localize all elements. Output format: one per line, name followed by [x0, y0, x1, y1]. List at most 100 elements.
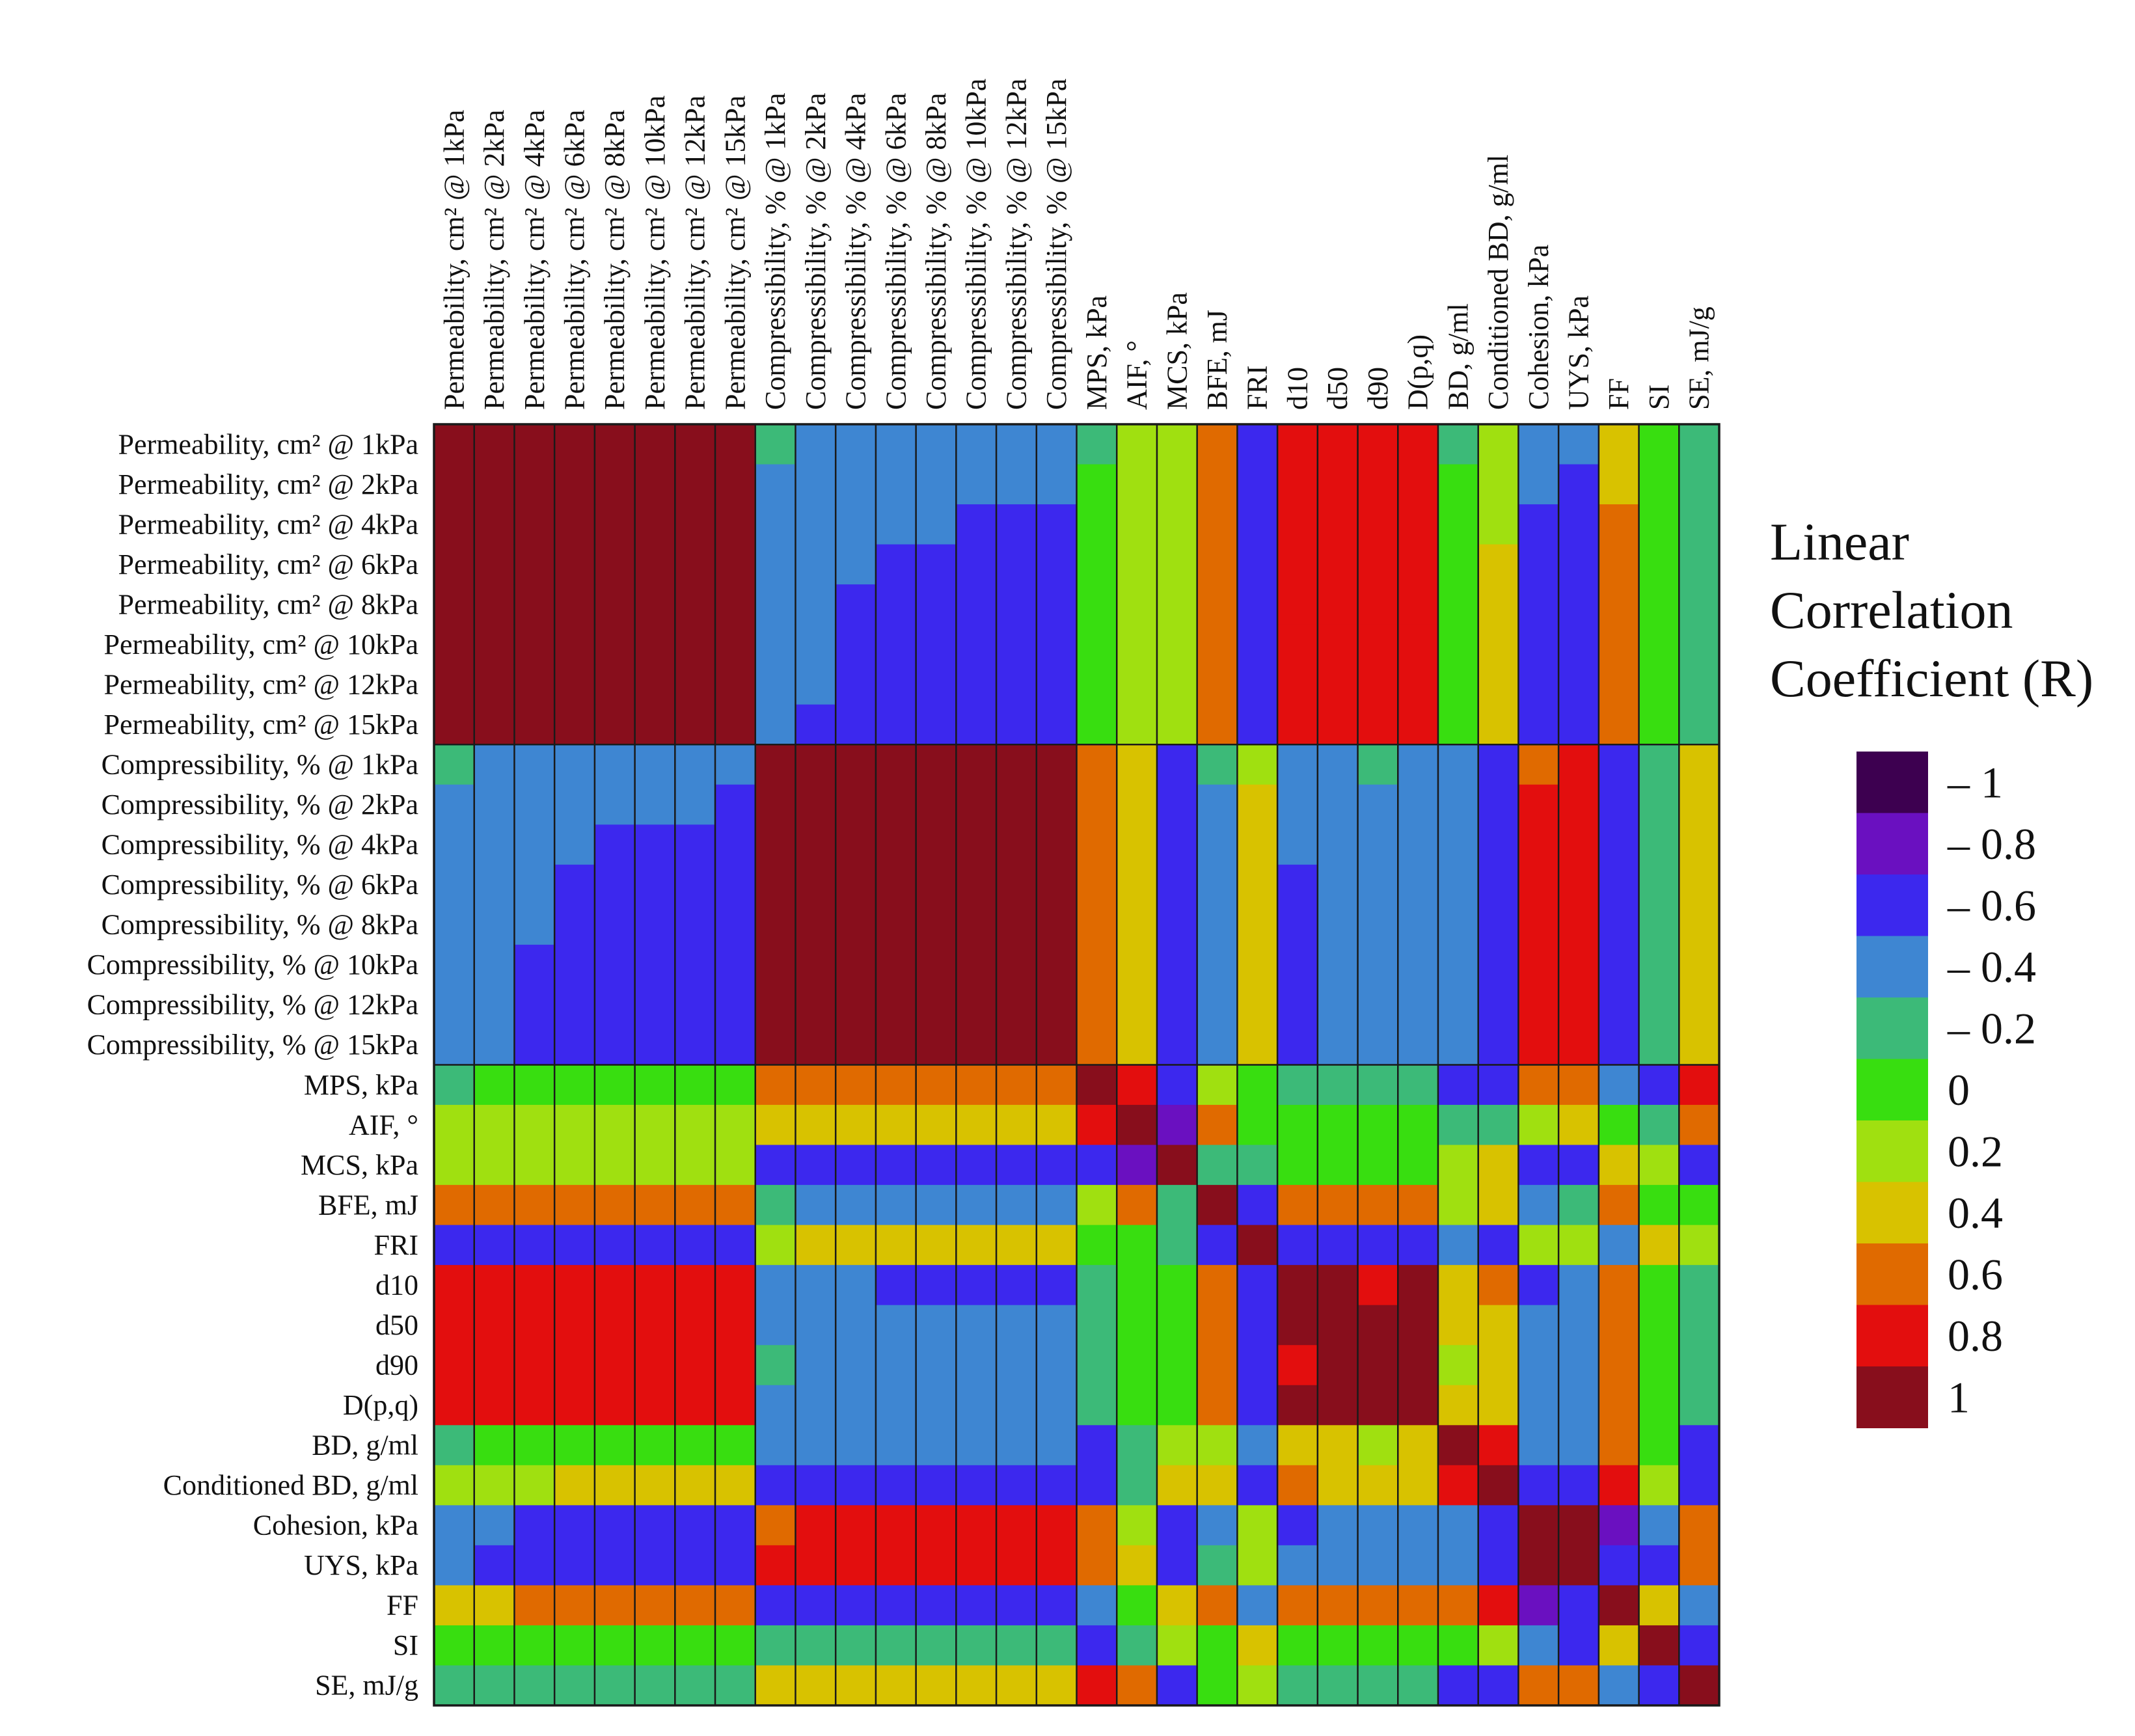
heatmap-cell [916, 704, 957, 745]
heatmap-cell [1437, 1065, 1479, 1105]
heatmap-cell [715, 624, 756, 665]
heatmap-cell [1197, 1345, 1238, 1386]
heatmap-cell [434, 624, 475, 665]
heatmap-cell [1598, 1385, 1640, 1426]
heatmap-cell [594, 704, 636, 745]
heatmap-cell [1317, 1305, 1359, 1346]
heatmap-cell [875, 1105, 917, 1146]
heatmap-cell [1679, 864, 1720, 905]
heatmap-cell [1398, 1665, 1439, 1706]
heatmap-cell [1639, 944, 1679, 986]
heatmap-cell [1598, 1465, 1640, 1506]
heatmap-cell [634, 1105, 675, 1146]
heatmap-cell [1117, 984, 1158, 1025]
heatmap-cell [1679, 624, 1720, 665]
heatmap-cell [1357, 624, 1398, 665]
heatmap-cell [1639, 584, 1679, 625]
heatmap-cell [1398, 1505, 1439, 1546]
heatmap-cell [1036, 664, 1078, 705]
heatmap-cell [1117, 944, 1158, 986]
heatmap-cell [1558, 664, 1599, 705]
heatmap-cell [1317, 1505, 1359, 1546]
heatmap-cell [554, 784, 595, 825]
heatmap-cell [1639, 1385, 1679, 1426]
heatmap-cell [1277, 624, 1318, 665]
heatmap-cell [1639, 784, 1679, 825]
heatmap-cell [1398, 984, 1439, 1025]
heatmap-cell [1117, 1345, 1158, 1386]
heatmap-cell [1679, 704, 1720, 745]
heatmap-cell [795, 784, 836, 825]
heatmap-cell [1639, 504, 1679, 545]
row-label: FRI [374, 1229, 418, 1261]
heatmap-cell [715, 1145, 756, 1186]
heatmap-cell [434, 1024, 475, 1066]
heatmap-cell [1639, 824, 1679, 865]
row-label: Permeability, cm² @ 8kPa [118, 588, 418, 620]
heatmap-cell [1156, 1425, 1198, 1466]
heatmap-cell [554, 664, 595, 705]
heatmap-cell [1237, 1545, 1278, 1586]
heatmap-cell [1076, 944, 1117, 986]
heatmap-cell [1437, 824, 1479, 865]
heatmap-cell [1156, 624, 1198, 665]
heatmap-cell [1197, 1305, 1238, 1346]
heatmap-cell [1478, 624, 1519, 665]
heatmap-cell [1317, 744, 1359, 785]
heatmap-cell [715, 424, 756, 465]
heatmap-cell [1237, 1585, 1278, 1626]
heatmap-cell [554, 1585, 595, 1626]
heatmap-cell [1277, 584, 1318, 625]
heatmap-cell [1518, 624, 1559, 665]
heatmap-cell [514, 744, 555, 785]
heatmap-cell [1237, 1024, 1278, 1066]
heatmap-cell [1357, 1305, 1398, 1346]
heatmap-cell [514, 1024, 555, 1066]
heatmap-cell [594, 784, 636, 825]
heatmap-cell [875, 424, 917, 465]
heatmap-cell [474, 744, 515, 785]
heatmap-cell [1357, 704, 1398, 745]
heatmap-cell [1558, 544, 1599, 585]
heatmap-cell [1639, 1145, 1679, 1186]
heatmap-cell [1679, 744, 1720, 785]
heatmap-cell [554, 824, 595, 865]
heatmap-cell [1156, 664, 1198, 705]
heatmap-cell [554, 704, 595, 745]
heatmap-cell [554, 1185, 595, 1226]
heatmap-cell [1437, 624, 1479, 665]
heatmap-cell [795, 1065, 836, 1105]
heatmap-cell [1117, 744, 1158, 785]
heatmap-cell [514, 1305, 555, 1346]
row-label: Compressibility, % @ 10kPa [87, 949, 418, 981]
heatmap-cell [1478, 1024, 1519, 1066]
heatmap-cell [675, 464, 716, 505]
heatmap-cell [1237, 544, 1278, 585]
heatmap-cell [1117, 1425, 1158, 1466]
heatmap-cell [1679, 664, 1720, 705]
column-label: FRI [1242, 366, 1273, 410]
heatmap-cell [594, 624, 636, 665]
heatmap-cell [755, 544, 796, 585]
heatmap-cell [1117, 664, 1158, 705]
heatmap-cell [1398, 1385, 1439, 1426]
column-labels: Permeability, cm² @ 1kPa Permeability, cm… [438, 79, 1715, 410]
heatmap-cell [755, 944, 796, 986]
heatmap-cell [594, 1585, 636, 1626]
heatmap-cell [1317, 1105, 1359, 1146]
heatmap-cell [715, 784, 756, 825]
heatmap-cell [594, 1625, 636, 1666]
heatmap-cell [836, 1665, 877, 1706]
row-label: SE, mJ/g [315, 1670, 418, 1702]
heatmap-cell [1197, 664, 1238, 705]
heatmap-cell [1398, 1305, 1439, 1346]
heatmap-cell [795, 1145, 836, 1186]
heatmap-cell [1357, 1105, 1398, 1146]
heatmap-cell [1117, 424, 1158, 465]
heatmap-cell [1398, 544, 1439, 585]
heatmap-cell [996, 664, 1037, 705]
heatmap-cell [1277, 744, 1318, 785]
heatmap-cell [996, 464, 1037, 505]
heatmap-cell [1317, 1665, 1359, 1706]
heatmap-cell [554, 464, 595, 505]
